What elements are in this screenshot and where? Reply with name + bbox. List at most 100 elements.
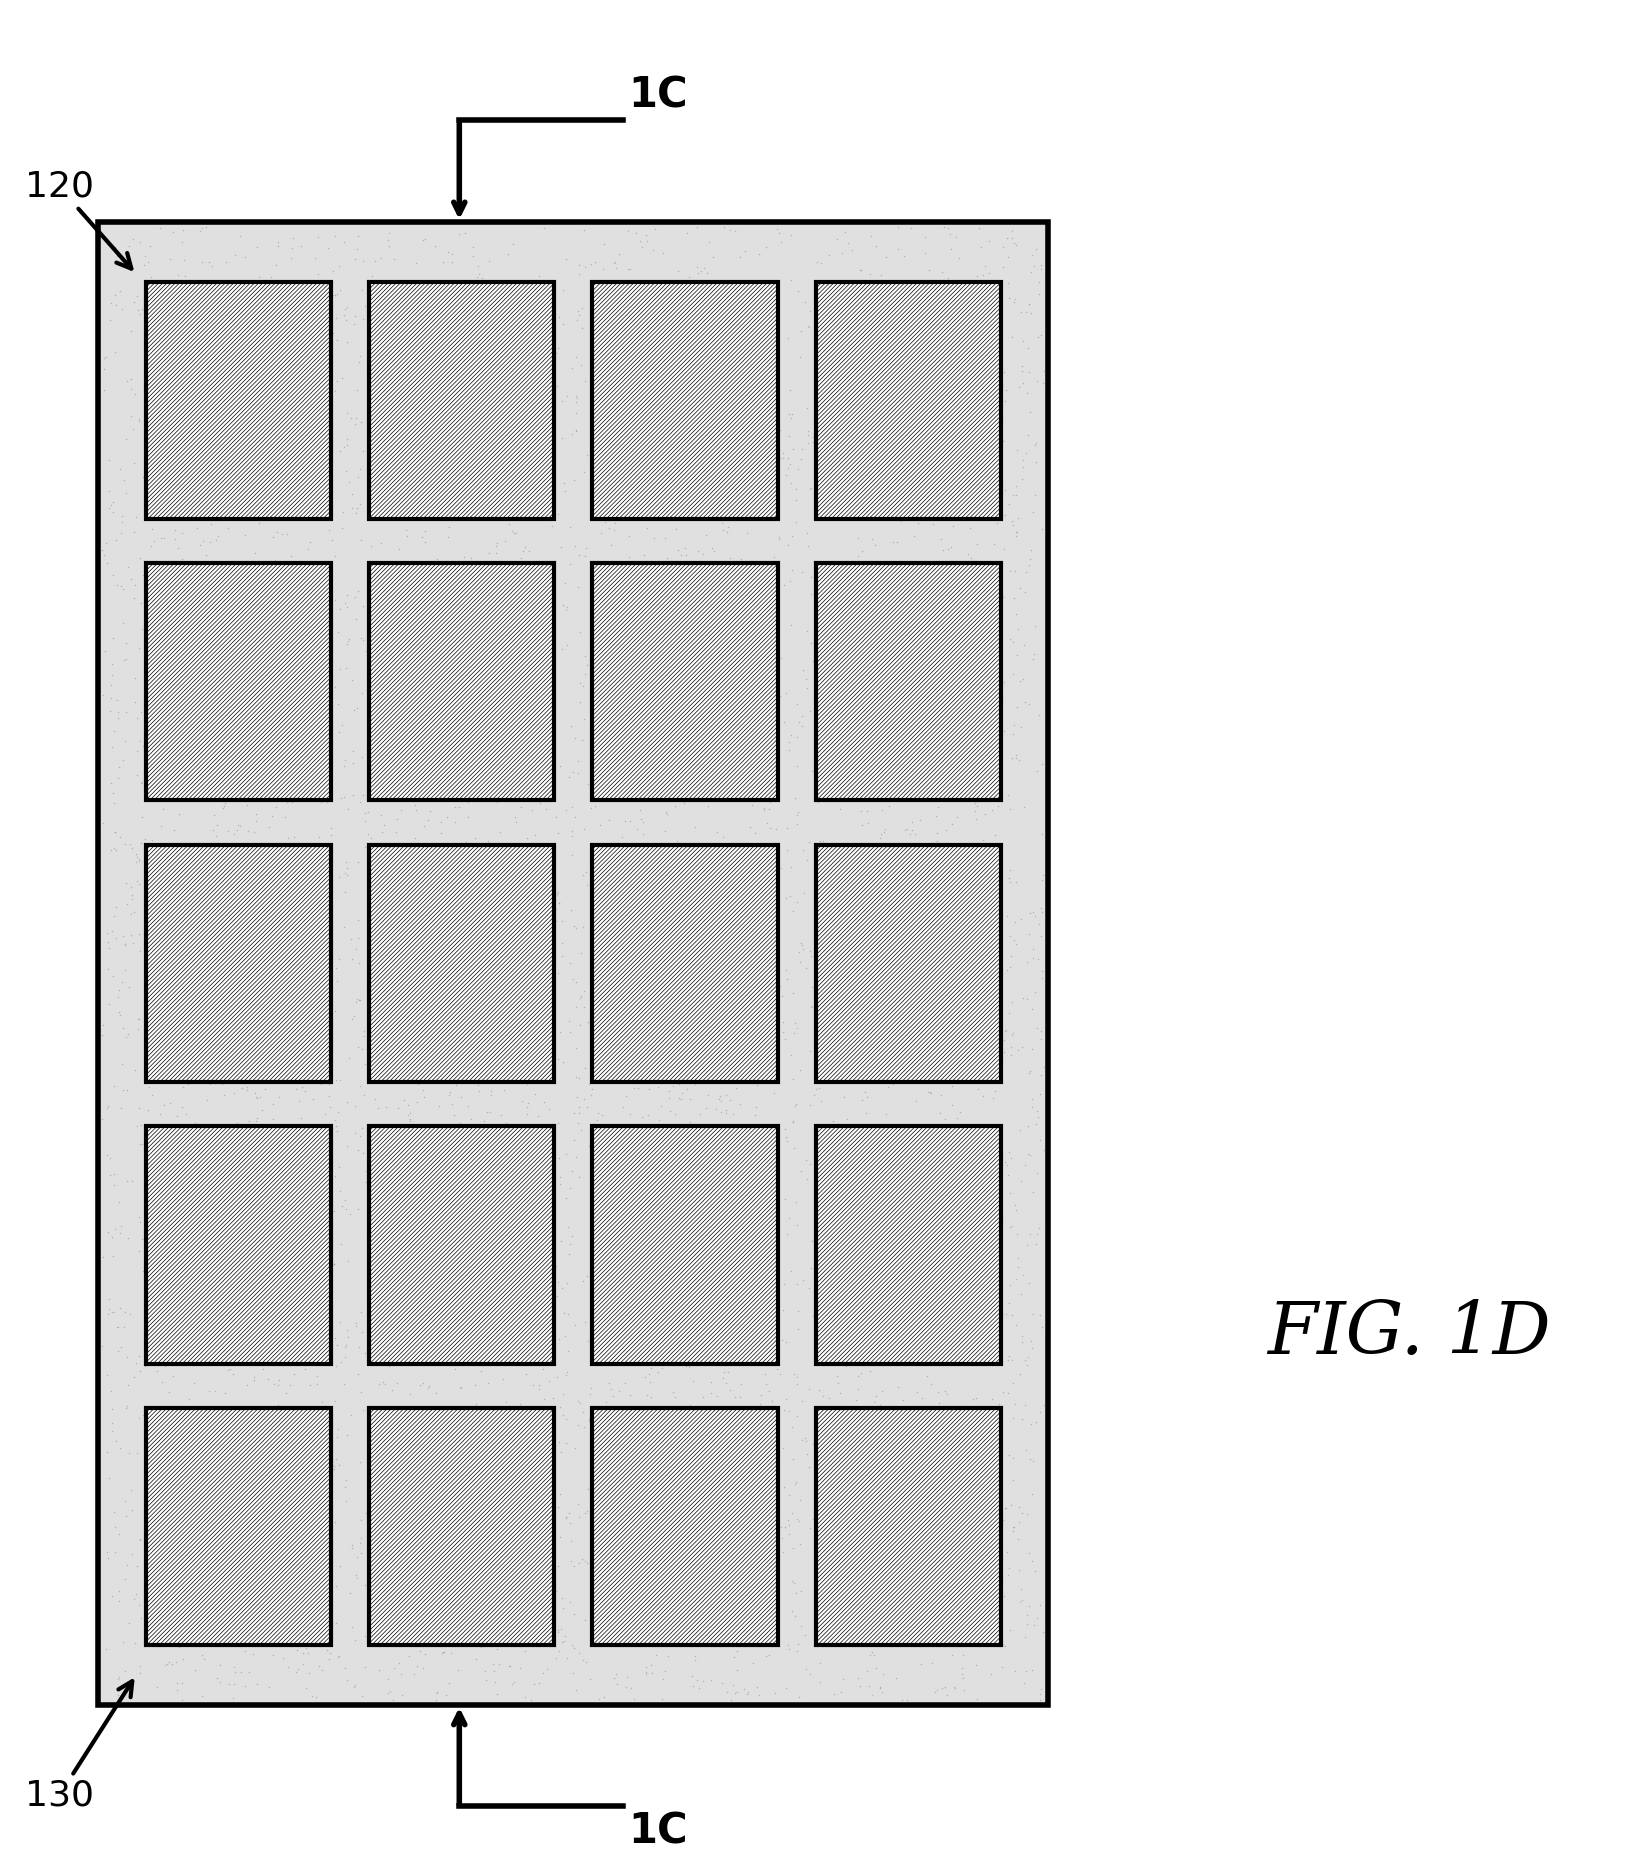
Point xyxy=(924,681,950,711)
Point xyxy=(437,616,464,646)
Point xyxy=(732,1493,758,1523)
Point xyxy=(739,789,765,819)
Point xyxy=(557,1508,583,1538)
Point xyxy=(934,1680,960,1709)
Point xyxy=(143,925,169,955)
Point xyxy=(351,1017,377,1046)
Point xyxy=(400,1344,426,1374)
Point xyxy=(1025,266,1052,296)
Point xyxy=(1001,287,1027,317)
Point xyxy=(636,1450,662,1480)
Point xyxy=(796,1452,822,1482)
Point xyxy=(198,1514,224,1544)
Point xyxy=(295,1329,321,1359)
Point xyxy=(1016,1538,1042,1568)
Point xyxy=(685,1242,711,1272)
Point xyxy=(708,1169,734,1199)
Point xyxy=(195,899,221,929)
Point xyxy=(390,1121,416,1151)
Point xyxy=(559,352,585,382)
Point xyxy=(929,1210,955,1240)
Point xyxy=(292,670,318,700)
Point xyxy=(717,1086,744,1115)
Point xyxy=(447,1374,473,1404)
Point xyxy=(405,741,431,771)
Point xyxy=(138,830,164,860)
Point xyxy=(521,1127,547,1156)
Point xyxy=(346,985,372,1015)
Point xyxy=(637,961,663,991)
Point xyxy=(701,447,727,477)
Point xyxy=(722,1382,749,1411)
Point xyxy=(875,1004,901,1033)
Point xyxy=(254,929,280,959)
Point xyxy=(867,1538,893,1568)
Point xyxy=(506,421,532,451)
Point xyxy=(483,538,509,568)
Point xyxy=(898,311,924,341)
Point xyxy=(637,1367,663,1396)
Point xyxy=(609,1290,636,1320)
Point xyxy=(1006,1493,1032,1523)
Point xyxy=(929,1674,955,1704)
Point xyxy=(868,1376,894,1406)
Point xyxy=(858,402,885,432)
Point xyxy=(824,1337,850,1367)
Point xyxy=(1012,1151,1038,1181)
Point xyxy=(778,402,804,432)
Point xyxy=(390,1614,416,1644)
Point xyxy=(305,616,331,646)
Point xyxy=(288,1032,314,1061)
Point xyxy=(578,1231,604,1261)
Point xyxy=(691,1523,717,1553)
Point xyxy=(740,358,767,387)
Point xyxy=(444,1534,470,1564)
Point xyxy=(770,438,796,467)
Point xyxy=(925,641,952,670)
Point xyxy=(375,218,401,248)
Point xyxy=(234,1370,260,1400)
Point xyxy=(146,773,172,803)
Point xyxy=(513,1253,539,1283)
Point xyxy=(347,985,373,1015)
Point xyxy=(544,1551,570,1581)
Point xyxy=(845,974,871,1004)
Point xyxy=(581,791,608,821)
Point xyxy=(719,1024,745,1054)
Point xyxy=(221,1607,247,1637)
Point xyxy=(577,782,603,812)
Point xyxy=(375,870,401,899)
Point xyxy=(111,236,138,266)
Point xyxy=(201,320,228,350)
Point xyxy=(536,1367,562,1396)
Point xyxy=(491,1013,518,1043)
Point xyxy=(262,296,288,326)
Point xyxy=(760,365,786,395)
Point xyxy=(246,263,272,292)
Point xyxy=(172,393,198,423)
Point xyxy=(377,834,403,864)
Point xyxy=(134,1516,161,1545)
Point xyxy=(201,868,228,897)
Point xyxy=(745,1540,771,1570)
Point xyxy=(278,1460,305,1490)
Point xyxy=(518,320,544,350)
Point xyxy=(162,501,188,531)
Point xyxy=(925,1389,952,1419)
Point xyxy=(401,1130,428,1160)
Point xyxy=(308,983,334,1013)
Point xyxy=(991,387,1017,417)
Point xyxy=(575,1091,601,1121)
Point xyxy=(342,583,369,613)
Point xyxy=(927,631,953,661)
Point xyxy=(426,1612,452,1642)
Point xyxy=(713,1350,739,1380)
Point xyxy=(264,601,290,631)
Point xyxy=(811,870,837,899)
Point xyxy=(737,1024,763,1054)
Point xyxy=(97,445,123,475)
Point xyxy=(885,212,911,242)
Point xyxy=(881,371,907,400)
Point xyxy=(652,816,678,845)
Point xyxy=(313,1281,339,1311)
